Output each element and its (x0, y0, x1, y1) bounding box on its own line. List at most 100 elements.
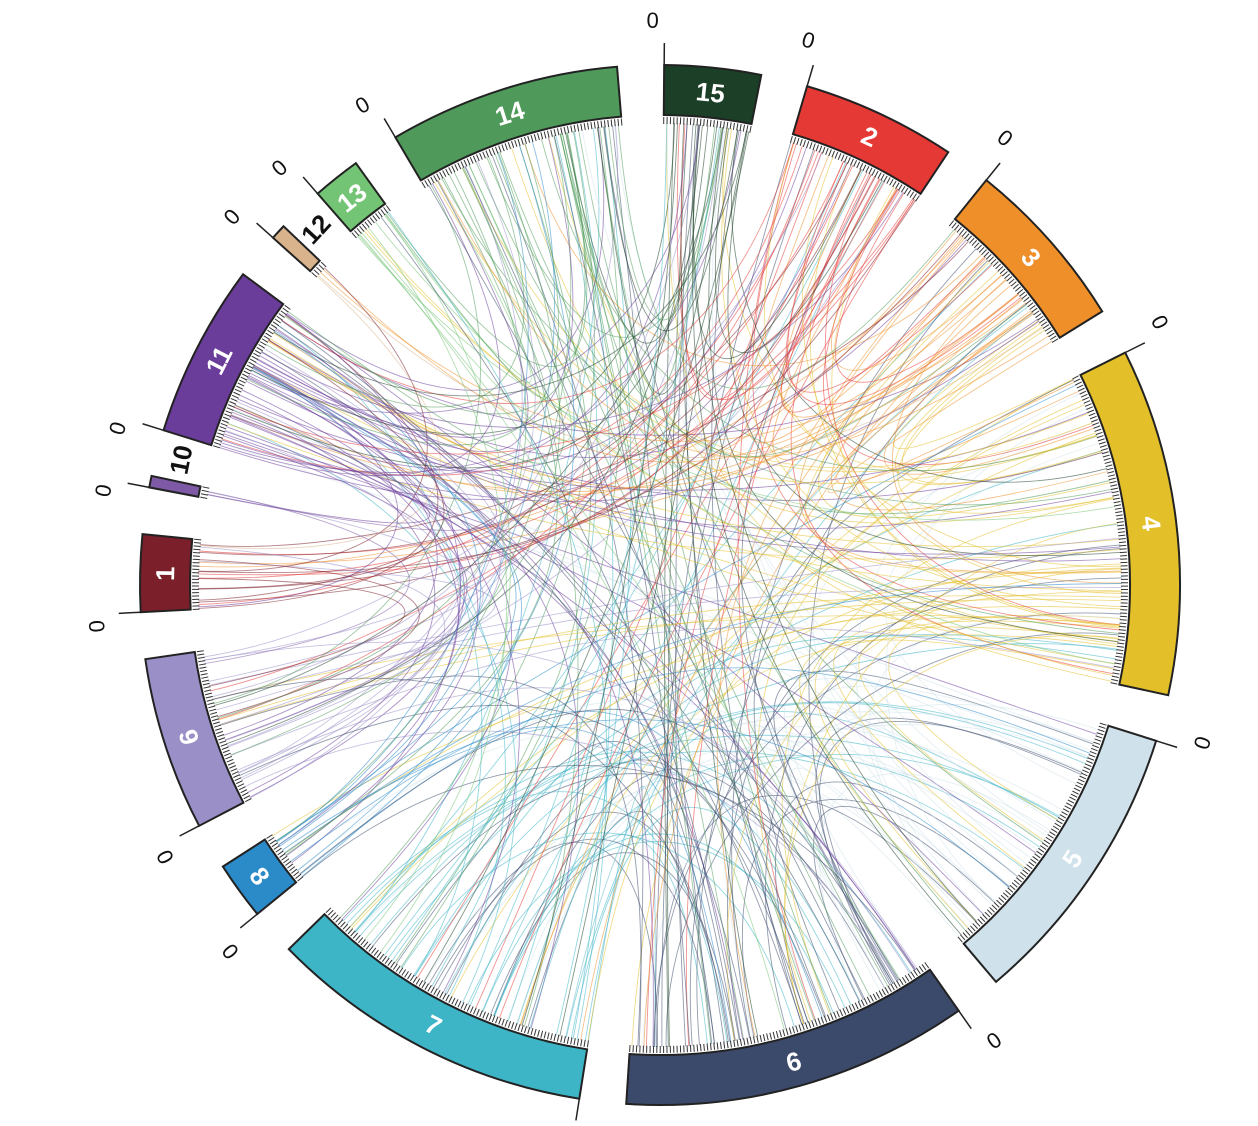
ribbon-4-3 (835, 311, 1080, 484)
segment-label-1: 1 (150, 566, 180, 581)
tick-9 (234, 777, 242, 782)
tick-4 (1101, 451, 1109, 455)
tick-14 (563, 126, 566, 134)
tick-6 (869, 995, 874, 1002)
tick-6 (703, 1043, 705, 1051)
tick-15 (739, 124, 742, 132)
tick-7 (342, 923, 349, 930)
tick-6 (921, 964, 927, 971)
ribbon-3-1 (197, 233, 961, 590)
tick-4 (1107, 474, 1115, 477)
tick-8 (273, 845, 280, 850)
zero-label-15: 0 (647, 8, 659, 33)
ribbon-11-6 (234, 404, 736, 1041)
tick-14 (433, 175, 438, 182)
tick-11 (258, 344, 265, 349)
ribbon-3-14 (578, 130, 1028, 458)
tick-9 (230, 768, 238, 772)
ribbon-4-14 (441, 177, 1113, 506)
ribbon-11-15 (250, 123, 676, 435)
tick-8 (279, 853, 286, 858)
tick-5 (974, 920, 981, 927)
tick-12 (316, 266, 322, 273)
tick-4 (1111, 675, 1119, 678)
tick-14 (448, 167, 453, 174)
tick-7 (451, 997, 456, 1005)
tick-7 (395, 965, 401, 972)
tick-7 (448, 996, 453, 1003)
tick-5 (1088, 754, 1096, 758)
ribbon-9-11 (233, 406, 436, 794)
tick-7 (479, 1010, 483, 1018)
tick-3 (1001, 271, 1008, 277)
tick-4 (1117, 642, 1125, 645)
tick-7 (491, 1015, 496, 1023)
tick-14 (501, 144, 505, 152)
tick-9 (219, 740, 227, 744)
ribbon-4-15 (708, 127, 1119, 643)
tick-11 (284, 304, 291, 310)
tick-4 (1095, 431, 1103, 436)
tick-11 (221, 419, 229, 424)
tick-4 (1075, 381, 1082, 386)
tick-5 (1057, 816, 1065, 822)
tick-7 (404, 971, 409, 978)
tick-8 (289, 866, 296, 872)
tick-7 (415, 978, 421, 985)
tick-5 (1056, 819, 1063, 825)
tick-9 (216, 730, 224, 735)
ribbon-7-5 (520, 768, 978, 1026)
zero-label-12: 0 (219, 204, 246, 230)
ribbon-2-11 (230, 146, 807, 472)
tick-4 (1104, 461, 1112, 464)
tick-8 (283, 858, 290, 864)
tick-5 (1049, 831, 1056, 836)
tick-11 (280, 310, 287, 316)
tick-4 (1092, 422, 1100, 426)
tick-4 (1082, 396, 1089, 401)
tick-15 (746, 125, 749, 133)
zero-tick-5 (1155, 740, 1178, 749)
zero-label-6: 0 (982, 1027, 1006, 1055)
ribbon-9-11 (222, 435, 468, 741)
ribbon-7-4 (349, 606, 1122, 928)
tick-11 (231, 394, 239, 399)
ribbon-1-9 (198, 560, 496, 711)
tick-5 (1090, 747, 1098, 752)
zero-label-3: 0 (992, 124, 1017, 151)
tick-6 (904, 975, 910, 982)
tick-5 (1077, 778, 1085, 783)
tick-6 (836, 1010, 840, 1018)
tick-3 (1048, 332, 1055, 338)
segment-label-10: 10 (164, 443, 199, 477)
tick-2 (828, 149, 832, 157)
tick-14 (427, 178, 432, 186)
tick-4 (1116, 517, 1124, 520)
ribbons-layer (197, 122, 1123, 1048)
tick-11 (219, 426, 227, 430)
tick-5 (1080, 772, 1088, 777)
tick-7 (363, 941, 369, 948)
tick-4 (1088, 412, 1096, 417)
tick-5 (1096, 732, 1104, 736)
tick-15 (706, 119, 709, 127)
tick-9 (221, 746, 229, 750)
tick-7 (498, 1017, 502, 1025)
ribbon-7-6 (490, 852, 736, 1041)
tick-14 (590, 122, 593, 130)
tick-7 (368, 945, 374, 952)
tick-5 (957, 936, 963, 943)
tick-14 (514, 139, 518, 147)
tick-11 (225, 410, 233, 414)
tick-5 (1089, 750, 1097, 755)
tick-2 (850, 158, 854, 166)
tick-6 (899, 978, 904, 986)
ribbon-4-14 (499, 151, 1111, 515)
tick-8 (266, 834, 273, 839)
tick-2 (806, 141, 810, 149)
ribbon-6-4 (784, 522, 1118, 1025)
ribbon-9-6 (239, 704, 825, 1017)
tick-5 (991, 904, 998, 911)
tick-6 (860, 999, 865, 1007)
tick-6 (775, 1030, 779, 1038)
